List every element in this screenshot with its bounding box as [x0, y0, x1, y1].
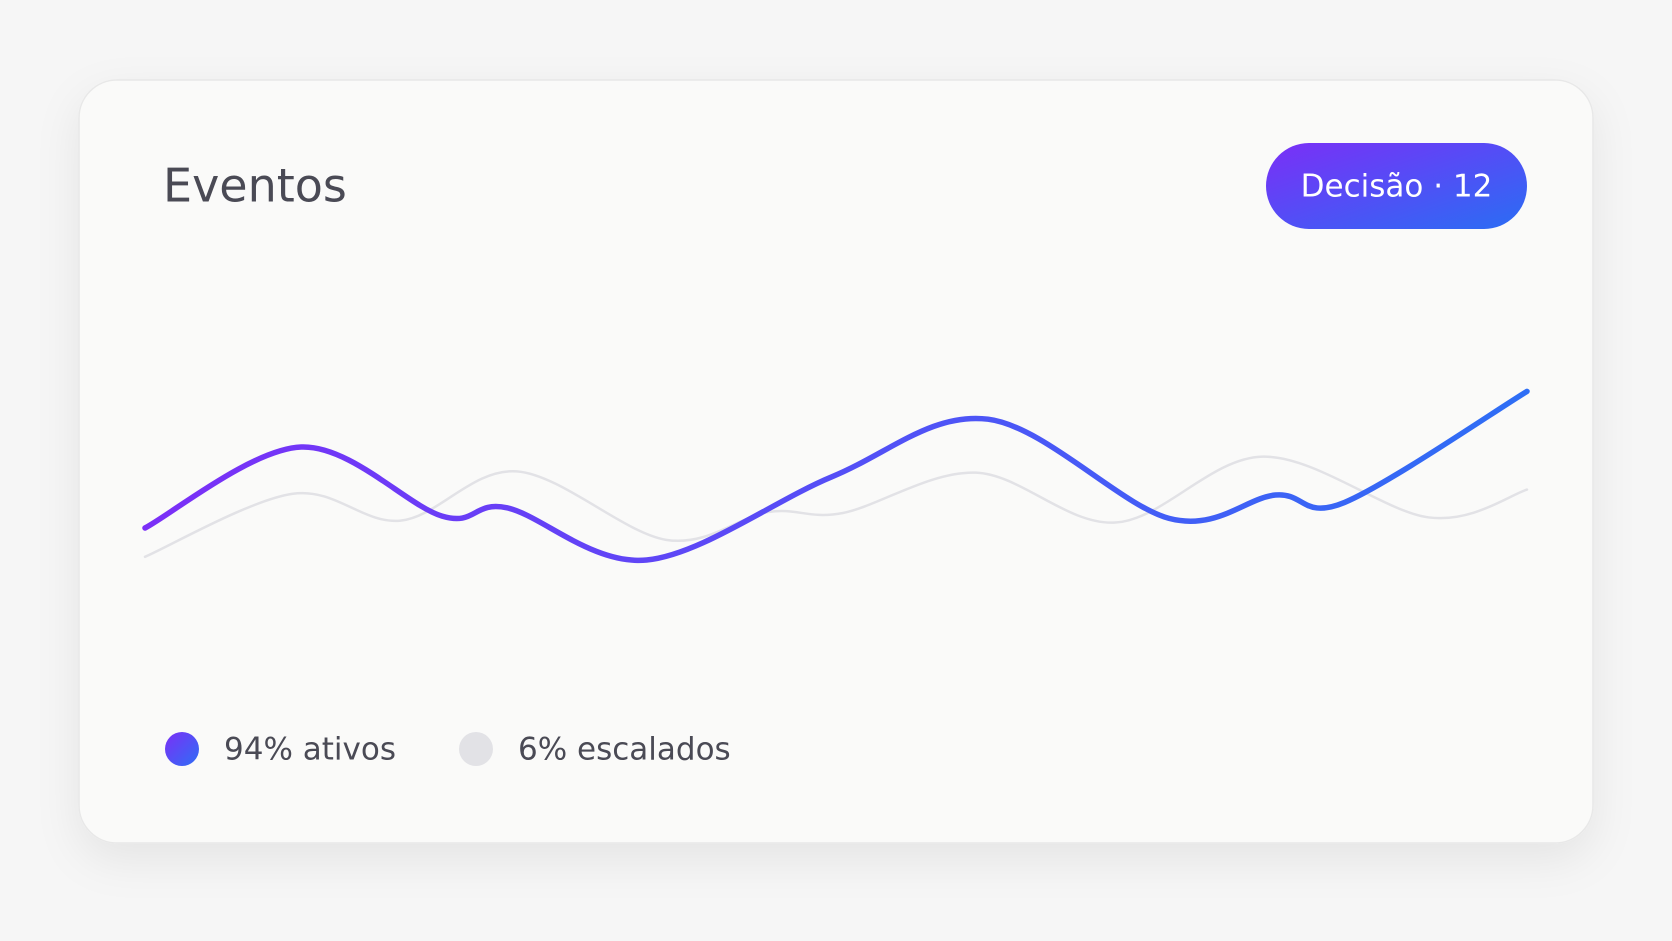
legend-swatch: [165, 732, 199, 766]
badge-label[interactable]: Decisão · 12: [1301, 169, 1493, 205]
badge-background[interactable]: [1266, 143, 1527, 229]
badge[interactable]: Decisão · 12: [1266, 143, 1527, 229]
legend-label: 6% escalados: [518, 732, 731, 768]
card: [78, 79, 1594, 844]
series-line: [143, 455, 1529, 559]
series-line: [142, 388, 1530, 564]
legend-swatch: [458, 732, 493, 766]
card-title: Eventos: [163, 159, 347, 213]
legend-label: 94% ativos: [224, 732, 396, 768]
